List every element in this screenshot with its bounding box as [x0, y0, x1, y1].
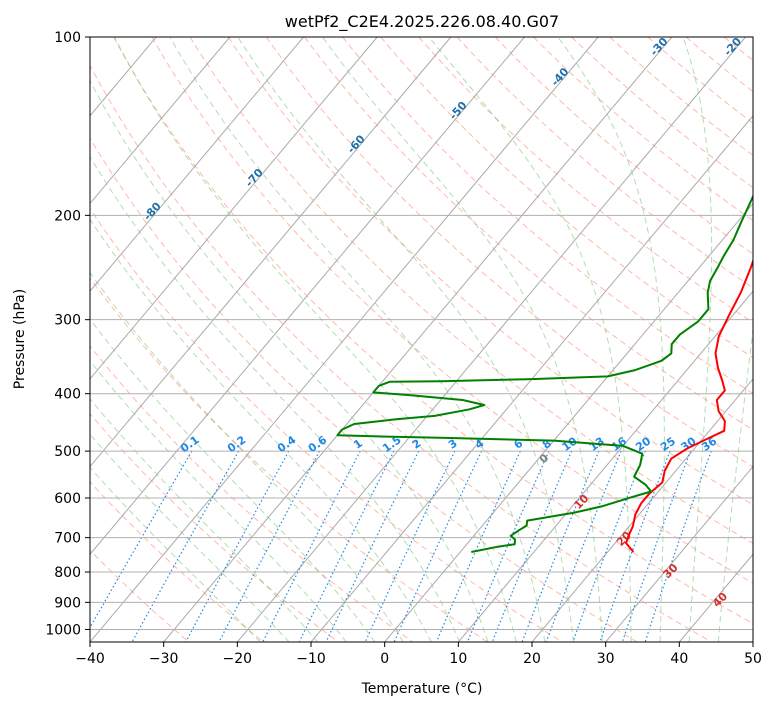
- y-tick-label: 700: [54, 531, 81, 547]
- y-axis-title: Pressure (hPa): [12, 289, 28, 389]
- dry-adiabat-group: [90, 37, 775, 642]
- mixing-ratio-line: [90, 450, 193, 629]
- dry-adiabat: [342, 37, 753, 394]
- y-tick-label: 1000: [45, 622, 81, 638]
- mixing-ratio-line: [621, 450, 692, 642]
- dry-adiabat: [90, 413, 339, 642]
- mixing-ratio-line: [364, 450, 456, 642]
- x-tick-label: −20: [223, 651, 253, 667]
- x-tick-label: 10: [449, 651, 467, 667]
- moist-adiabat: [90, 318, 376, 642]
- mixing-ratio-line: [218, 450, 321, 642]
- isotherm-group: [0, 37, 753, 642]
- dry-adiabat: [90, 207, 563, 642]
- plot-area: [90, 37, 753, 642]
- temperature-profile: [625, 258, 753, 553]
- x-axis: −40 −30 −20 −10 0 10 20 30 40 50: [75, 642, 762, 667]
- y-tick-label: 200: [54, 208, 81, 224]
- mixing-ratio-line: [545, 450, 622, 642]
- mixing-ratio-group: [90, 450, 712, 642]
- isotherm-line: [90, 37, 304, 292]
- isotherm-line: [90, 37, 378, 380]
- mixing-ratio-line: [644, 450, 712, 642]
- x-tick-label: −30: [149, 651, 179, 667]
- moist-adiabat: [90, 398, 319, 642]
- x-axis-title: Temperature (°C): [361, 681, 483, 697]
- mixing-ratio-line: [131, 450, 240, 642]
- dry-adiabat: [762, 37, 775, 642]
- x-tick-label: 30: [597, 651, 615, 667]
- isotherm-line: [90, 37, 231, 205]
- moist-adiabat: [237, 37, 575, 642]
- moist-adiabat: [717, 325, 753, 642]
- mixing-ratio-line: [325, 450, 420, 642]
- mixing-ratio-line: [262, 450, 361, 642]
- plot-frame: [89, 36, 754, 643]
- y-tick-label: 100: [54, 30, 81, 46]
- mixing-ratio-line: [599, 450, 671, 642]
- isotherm-line: [384, 202, 753, 642]
- isotherm-line: [90, 37, 525, 556]
- moist-adiabat: [682, 37, 713, 642]
- mixing-ratio-line: [298, 450, 395, 642]
- y-tick-label: 300: [54, 313, 81, 329]
- dry-adiabat: [90, 481, 264, 642]
- mixing-ratio-line: [393, 450, 483, 642]
- isotherm-line: [457, 290, 753, 642]
- dry-adiabat: [90, 64, 712, 642]
- x-tick-label: 50: [744, 651, 762, 667]
- moist-adiabat: [90, 218, 432, 642]
- pressure-grid: [90, 37, 753, 630]
- moist-adiabat: [321, 37, 603, 642]
- dry-adiabat: [227, 37, 753, 506]
- mixing-ratio-line: [491, 450, 573, 642]
- moist-adiabat: [90, 360, 347, 642]
- isotherm-line: [163, 37, 673, 642]
- moist-adiabat: [90, 79, 489, 642]
- isotherm-line: [236, 37, 746, 642]
- x-tick-label: 40: [670, 651, 688, 667]
- dry-adiabat: [90, 277, 488, 642]
- isotherm-line: [605, 465, 753, 642]
- y-axis: 100 200 300 400 500 600 700 800 900 1000: [45, 30, 90, 638]
- moist-adiabat: [90, 155, 461, 642]
- isotherm-label: -90: [39, 233, 62, 257]
- dewpoint-profile: [336, 193, 753, 553]
- y-tick-label: 800: [54, 565, 81, 581]
- dry-adiabat: [265, 37, 753, 468]
- y-tick-label: 500: [54, 444, 81, 460]
- x-tick-label: −10: [296, 651, 326, 667]
- x-tick-label: 20: [523, 651, 541, 667]
- plot-layer: 0.10.20.40.611.52346810131620253036-100-…: [0, 37, 775, 642]
- isotherm-line: [310, 115, 753, 642]
- isotherm-line: [0, 37, 9, 642]
- dry-adiabat: [90, 137, 638, 642]
- isotherm-line: [90, 37, 452, 468]
- y-tick-label: 900: [54, 595, 81, 611]
- dry-adiabat: [113, 37, 753, 625]
- dry-adiabat: [151, 37, 753, 584]
- chart-title: wetPf2_C2E4.2025.226.08.40.G07: [285, 12, 559, 32]
- moist-adiabat: [114, 37, 517, 642]
- y-tick-label: 600: [54, 491, 81, 507]
- moist-adiabat: [90, 271, 404, 642]
- moist-adiabat: [428, 37, 632, 642]
- isotherm-line: [90, 37, 599, 642]
- isotherm-line: [531, 378, 753, 642]
- y-tick-label: 400: [54, 387, 81, 403]
- mixing-ratio-line: [185, 450, 290, 642]
- mixing-ratio-line: [572, 450, 646, 642]
- dry-adiabat: [90, 549, 190, 642]
- mixing-ratio-line: [521, 450, 600, 642]
- isotherm-line: [752, 641, 753, 642]
- moist-adiabat: [169, 37, 546, 642]
- moist-adiabat-group: [90, 37, 753, 642]
- dry-adiabat: [304, 37, 753, 431]
- moist-adiabat: [557, 37, 665, 642]
- x-tick-label: −40: [75, 651, 105, 667]
- x-tick-label: 0: [380, 651, 389, 667]
